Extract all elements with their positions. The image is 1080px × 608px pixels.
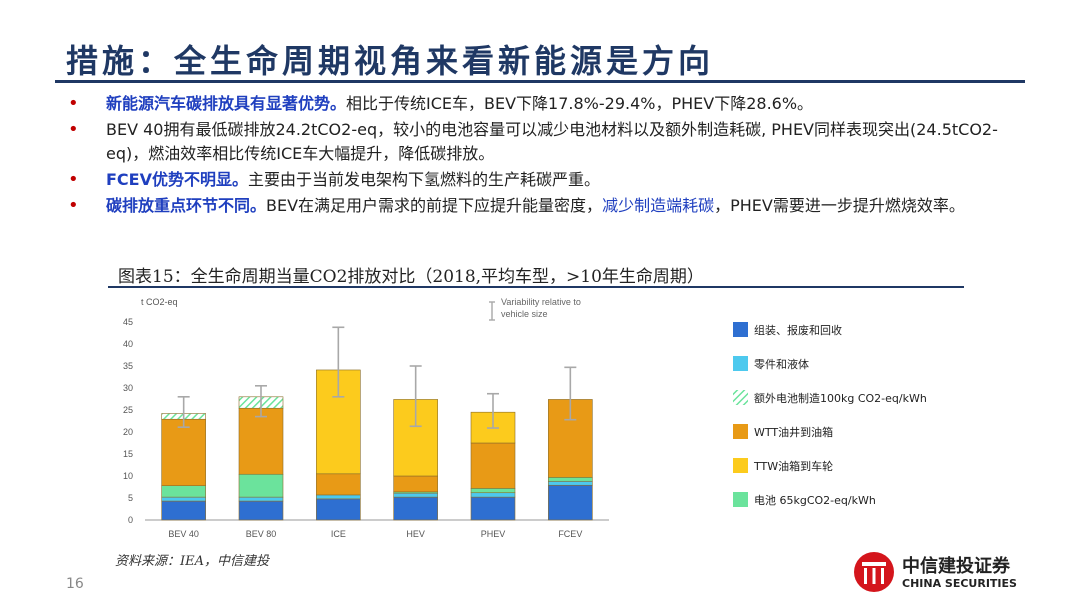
bullet-bold: FCEV优势不明显。 [106, 170, 248, 189]
bar-segment [238, 496, 284, 502]
bar-segment [548, 480, 593, 486]
x-tick-label: ICE [331, 529, 346, 539]
bar-segment [393, 496, 438, 521]
y-tick-label: 45 [123, 317, 133, 327]
bar-segment [470, 492, 516, 498]
x-tick-label: BEV 80 [246, 529, 277, 539]
annotation-text: vehicle size [501, 309, 548, 319]
bar-segment [393, 492, 438, 498]
bar-segment [161, 496, 206, 502]
bar-segment [470, 496, 516, 521]
bar-segment [316, 498, 361, 521]
legend-label: 电池 65kgCO2-eq/kWh [754, 494, 876, 507]
page-number: 16 [66, 576, 84, 592]
annotation-text: Variability relative to [501, 297, 581, 307]
chart-caption: 图表15：全生命周期当量CO2排放对比（2018,平均车型，>10年生命周期） [118, 267, 704, 287]
title-divider [55, 80, 1025, 83]
bar-segment [161, 500, 206, 521]
y-tick-label: 20 [123, 427, 133, 437]
bullet-item: • 新能源汽车碳排放具有显著优势。相比于传统ICE车，BEV下降17.8%-29… [68, 92, 1028, 116]
legend-swatch [733, 390, 748, 405]
legend-label: WTT油井到油箱 [754, 425, 833, 439]
bullet-list: • 新能源汽车碳排放具有显著优势。相比于传统ICE车，BEV下降17.8%-29… [68, 92, 1028, 220]
bullet-item: • 碳排放重点环节不同。BEV在满足用户需求的前提下应提升能量密度，减少制造端耗… [68, 194, 1028, 218]
bullet-dot-icon: • [68, 119, 79, 140]
bar-segment [470, 488, 516, 494]
citic-logo-icon [854, 552, 894, 592]
x-tick-label: FCEV [558, 529, 582, 539]
bullet-dot-icon: • [68, 93, 79, 114]
bullet-item: • BEV 40拥有最低碳排放24.2tCO2-eq，较小的电池容量可以减少电池… [68, 118, 1028, 166]
y-tick-label: 25 [123, 405, 133, 415]
emissions-chart: t CO2-eq 0 5 10 15 20 25 30 35 40 45 BEV 40 BEV 80 IC… [123, 297, 927, 539]
bullet-item: • FCEV优势不明显。主要由于当前发电架构下氢燃料的生产耗碳严重。 [68, 168, 1028, 192]
legend-label: 零件和液体 [754, 357, 809, 371]
y-tick-label: 0 [128, 515, 133, 525]
bar-segment [548, 477, 593, 482]
legend-swatch [733, 424, 748, 439]
x-tick-label: HEV [406, 529, 425, 539]
bar-segment [238, 407, 284, 475]
bullet-text: 主要由于当前发电架构下氢燃料的生产耗碳严重。 [248, 170, 601, 189]
legend-label: TTW油箱到车轮 [753, 459, 833, 473]
bar-segment [548, 484, 593, 521]
page-title: 措施：全生命周期视角来看新能源是方向 [66, 42, 715, 80]
source-note: 资料来源：IEA，中信建投 [115, 554, 270, 569]
bullet-dot-icon: • [68, 195, 79, 216]
caption-divider [108, 286, 964, 288]
legend-swatch [733, 356, 748, 371]
y-tick-label: 10 [123, 471, 133, 481]
bullet-bold: 新能源汽车碳排放具有显著优势。 [106, 94, 347, 113]
bullet-highlight: 减少制造端耗碳 [602, 196, 715, 215]
logo-en-text: CHINA SECURITIES [902, 577, 1017, 590]
y-axis-label: t CO2-eq [141, 297, 178, 307]
legend-label: 组装、报废和回收 [754, 323, 842, 337]
bar-segment [316, 494, 361, 500]
x-tick-label: PHEV [481, 529, 506, 539]
bar-segment [161, 418, 206, 486]
bar-segment [238, 473, 284, 498]
y-tick-label: 35 [123, 361, 133, 371]
legend-swatch [733, 322, 748, 337]
bullet-text: 相比于传统ICE车，BEV下降17.8%-29.4%，PHEV下降28.6%。 [346, 94, 814, 113]
legend-swatch [733, 492, 748, 507]
x-tick-label: BEV 40 [168, 529, 199, 539]
bar-segment [161, 485, 206, 498]
legend-label: 额外电池制造100kg CO2-eq/kWh [754, 391, 927, 405]
bullet-text: ，PHEV需要进一步提升燃烧效率。 [714, 196, 965, 215]
company-logo: 中信建投证券 CHINA SECURITIES [852, 550, 1032, 594]
legend-swatch [733, 458, 748, 473]
bar-segment [393, 475, 438, 493]
bar-segment [316, 473, 361, 496]
bullet-dot-icon: • [68, 169, 79, 190]
y-tick-label: 40 [123, 339, 133, 349]
chart-container: t CO2-eq 0 5 10 15 20 25 30 35 40 45 BEV 40 BEV 80 IC… [109, 289, 964, 540]
bullet-text: BEV在满足用户需求的前提下应提升能量密度， [266, 196, 603, 215]
y-tick-label: 30 [123, 383, 133, 393]
bullet-bold: 碳排放重点环节不同。 [106, 196, 267, 215]
bullet-text: BEV 40拥有最低碳排放24.2tCO2-eq，较小的电池容量可以减少电池材料… [106, 120, 998, 163]
logo-cn-text: 中信建投证券 [902, 556, 1010, 577]
bar-segment [238, 500, 284, 521]
y-tick-label: 15 [123, 449, 133, 459]
bar-segment [470, 442, 516, 489]
y-tick-label: 5 [128, 493, 133, 503]
